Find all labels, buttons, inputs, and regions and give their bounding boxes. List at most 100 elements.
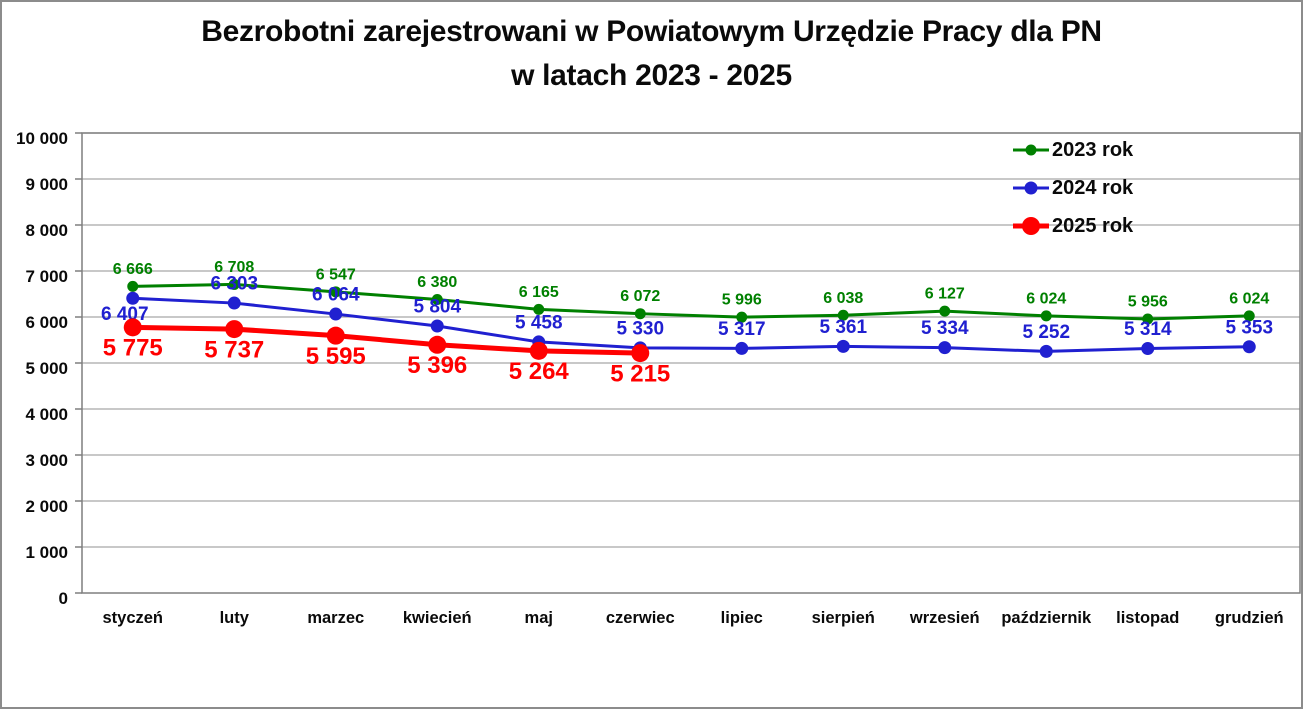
data-point: [1142, 313, 1154, 325]
data-label: 5 396: [407, 352, 467, 379]
x-axis-label: styczeń: [102, 609, 163, 627]
data-point: [227, 296, 241, 310]
legend-item-2023: 2023 rok: [1012, 131, 1133, 169]
data-label: 5 252: [1022, 322, 1070, 343]
series-line-2025-rok: [130, 324, 643, 356]
data-point: [631, 344, 650, 363]
data-label: 6 380: [417, 274, 457, 291]
data-label: 6 072: [620, 288, 660, 305]
data-point: [123, 318, 142, 337]
series-line-2024-rok: [131, 296, 1251, 353]
x-axis-label: czerwiec: [606, 609, 675, 627]
data-label: 5 334: [921, 318, 969, 339]
x-axis-label: kwiecień: [403, 609, 472, 627]
x-axis-label: maj: [525, 609, 553, 627]
data-point: [329, 307, 343, 321]
chart-title-line2: w latach 2023 - 2025: [511, 59, 792, 92]
x-axis-label: marzec: [307, 609, 364, 627]
chart-title-line1: Bezrobotni zarejestrowani w Powiatowym U…: [201, 15, 1102, 48]
y-axis-label: 5 000: [25, 359, 68, 378]
data-point: [837, 309, 849, 321]
legend: 2023 rok 2024 rok 2025 rok: [1012, 131, 1133, 245]
data-label: 5 996: [722, 292, 762, 309]
data-label: 6 165: [519, 284, 559, 301]
data-point: [939, 305, 951, 317]
data-label: 6 303: [210, 274, 258, 295]
data-point: [938, 341, 952, 355]
data-point: [127, 280, 139, 292]
data-point: [330, 286, 342, 298]
data-label: 5 804: [413, 297, 461, 318]
data-point: [428, 335, 447, 354]
x-axis-label: grudzień: [1215, 609, 1284, 627]
data-point: [1141, 342, 1155, 356]
data-label: 6 547: [316, 266, 356, 283]
data-point: [430, 319, 444, 333]
y-axis-label: 10 000: [16, 129, 68, 148]
data-point: [1039, 344, 1053, 358]
data-label: 6 064: [312, 285, 360, 306]
data-point: [1243, 310, 1255, 322]
data-point: [126, 291, 140, 305]
data-label: 5 314: [1124, 319, 1172, 340]
legend-line-dot-icon: [1013, 181, 1049, 195]
data-label: 5 317: [718, 319, 766, 340]
legend-label-2024: 2024 rok: [1052, 176, 1134, 199]
data-label: 5 737: [204, 336, 264, 363]
data-point: [533, 303, 545, 315]
data-label: 5 215: [610, 360, 670, 387]
legend-item-2025: 2025 rok: [1012, 207, 1133, 245]
data-label: 6 407: [101, 304, 149, 325]
y-axis-label: 3 000: [25, 451, 68, 470]
data-point: [1040, 310, 1052, 322]
data-point: [836, 339, 850, 353]
data-label: 5 264: [509, 358, 570, 385]
y-axis-label: 1 000: [25, 543, 68, 562]
legend-label-2023: 2023 rok: [1052, 138, 1134, 161]
series-line-2023-rok: [131, 282, 1251, 321]
data-label: 5 956: [1128, 294, 1168, 311]
data-label: 6 024: [1229, 290, 1269, 307]
data-label: 5 458: [515, 312, 563, 333]
data-label: 5 361: [819, 317, 867, 338]
data-point: [431, 294, 443, 306]
data-point: [634, 308, 646, 320]
legend-label-2025: 2025 rok: [1052, 214, 1134, 237]
data-label: 6 666: [113, 261, 153, 278]
x-axis-label: wrzesień: [909, 609, 980, 627]
x-axis-label: lipiec: [721, 609, 763, 627]
data-label: 5 353: [1225, 317, 1273, 338]
data-point: [529, 341, 548, 360]
legend-item-2024: 2024 rok: [1012, 169, 1133, 207]
x-axis-label: sierpień: [812, 609, 875, 627]
data-label: 5 330: [616, 318, 664, 339]
data-label: 6 024: [1026, 290, 1066, 307]
data-point: [228, 278, 240, 290]
data-label: 5 595: [306, 343, 366, 370]
data-point: [326, 326, 345, 345]
y-axis-label: 6 000: [25, 313, 68, 332]
data-label: 6 708: [214, 259, 254, 276]
data-label: 6 038: [823, 290, 863, 307]
y-axis-label: 0: [59, 589, 68, 608]
x-axis-label: październik: [1001, 609, 1092, 627]
legend-line-dot-icon: [1013, 144, 1049, 156]
y-axis-label: 9 000: [25, 175, 68, 194]
data-point: [225, 320, 244, 339]
legend-line-dot-icon: [1013, 217, 1049, 235]
data-point: [736, 311, 748, 323]
y-axis-label: 8 000: [25, 221, 68, 240]
y-axis-label: 2 000: [25, 497, 68, 516]
x-axis-label: listopad: [1116, 609, 1179, 627]
y-axis-label: 7 000: [25, 267, 68, 286]
data-point: [735, 341, 749, 355]
data-label: 5 775: [103, 335, 163, 362]
data-label: 6 127: [925, 286, 965, 303]
chart-title: Bezrobotni zarejestrowani w Powiatowym U…: [2, 10, 1301, 98]
y-axis-label: 4 000: [25, 405, 68, 424]
x-axis-label: luty: [220, 609, 250, 627]
plot-border: [81, 132, 1301, 594]
data-point: [1242, 340, 1256, 354]
